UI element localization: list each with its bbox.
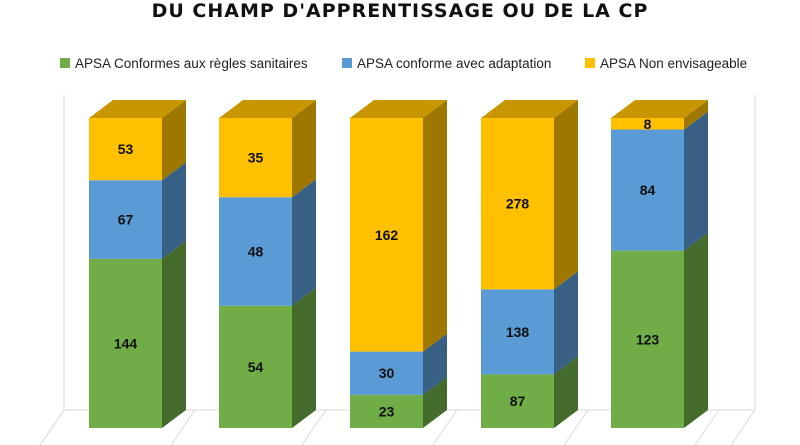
bar-segment-5-3 xyxy=(611,118,684,130)
bar-top-2 xyxy=(219,100,316,118)
bar-segment-4-3 xyxy=(481,118,554,290)
bar-segment-4-2 xyxy=(481,289,554,375)
bar-side-1-3 xyxy=(162,100,186,181)
data-label-2-2: 48 xyxy=(248,244,264,260)
bar-side-2-3 xyxy=(292,100,316,198)
floor-divider xyxy=(563,409,589,445)
data-label-2-1: 54 xyxy=(248,359,264,375)
chart-title: DU CHAMP D'APPRENTISSAGE OU DE LA CP xyxy=(152,0,649,22)
bar-segment-2-3 xyxy=(219,118,292,198)
data-label-3-1: 23 xyxy=(379,403,395,419)
bar-segment-5-1 xyxy=(611,250,684,428)
bar-top-1 xyxy=(89,100,186,118)
bar-side-4-2 xyxy=(554,271,578,375)
bar-side-1-2 xyxy=(162,162,186,259)
legend: APSA Conformes aux règles sanitaires APSA… xyxy=(60,56,747,71)
bar-side-2-2 xyxy=(292,179,316,306)
legend-label-3: APSA Non envisageable xyxy=(600,56,747,71)
floor-divider xyxy=(170,409,196,445)
bar-side-4-1 xyxy=(554,356,578,428)
data-label-4-3: 278 xyxy=(506,196,530,212)
legend-swatch-2 xyxy=(342,58,352,68)
floor-divider xyxy=(432,409,458,445)
bar-segment-3-3 xyxy=(350,118,423,352)
legend-label-1: APSA Conformes aux règles sanitaires xyxy=(75,56,308,71)
bar-side-3-1 xyxy=(423,376,447,428)
data-label-5-3: 8 xyxy=(644,116,652,132)
data-label-4-1: 87 xyxy=(510,393,526,409)
legend-swatch-3 xyxy=(585,58,595,68)
bar-segment-1-3 xyxy=(89,118,162,181)
bar-segment-2-2 xyxy=(219,197,292,306)
data-label-1-2: 67 xyxy=(118,212,134,228)
bar-side-4-3 xyxy=(554,100,578,290)
legend-label-2: APSA conforme avec adaptation xyxy=(357,56,551,71)
bar-side-5-3 xyxy=(684,100,708,130)
bar-segment-2-1 xyxy=(219,305,292,428)
data-label-4-2: 138 xyxy=(506,324,530,340)
bar-segment-1-2 xyxy=(89,180,162,259)
bar-side-1-1 xyxy=(162,240,186,428)
legend-swatch-1 xyxy=(60,58,70,68)
floor-divider xyxy=(694,409,720,445)
bar-side-2-1 xyxy=(292,287,316,428)
floor-right-edge xyxy=(730,409,756,445)
bar-side-5-2 xyxy=(684,111,708,251)
bar-segment-1-1 xyxy=(89,258,162,428)
floor-divider xyxy=(301,409,327,445)
data-label-3-3: 162 xyxy=(375,227,399,243)
data-label-1-1: 144 xyxy=(114,335,138,351)
data-label-2-3: 35 xyxy=(248,150,264,166)
data-label-1-3: 53 xyxy=(118,141,134,157)
bar-side-3-3 xyxy=(423,100,447,352)
bars: 144 67 53 54 48 35 23 30 162 87 138 278 123 84 8 xyxy=(89,100,708,428)
data-label-5-2: 84 xyxy=(640,182,656,198)
bar-segment-5-2 xyxy=(611,129,684,251)
bar-top-3 xyxy=(350,100,447,118)
data-label-3-2: 30 xyxy=(379,365,395,381)
bar-segment-4-1 xyxy=(481,374,554,428)
bar-segment-3-2 xyxy=(350,351,423,395)
bar-side-5-1 xyxy=(684,232,708,428)
data-label-5-1: 123 xyxy=(636,331,660,347)
bar-top-5 xyxy=(611,100,708,118)
bar-side-3-2 xyxy=(423,333,447,395)
bar-segment-3-1 xyxy=(350,394,423,428)
floor-divider xyxy=(39,409,65,445)
bar-top-4 xyxy=(481,100,578,118)
